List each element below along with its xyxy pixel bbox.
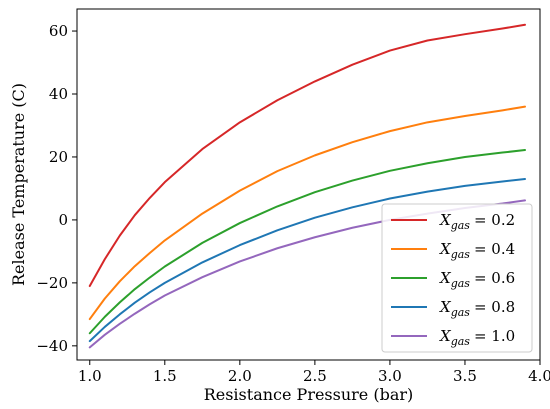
y-tick-label: −20 [36,274,68,292]
series-line-2 [88,105,526,321]
series-line-3 [88,149,526,335]
plot-frame [76,8,541,361]
series-line-1 [88,23,526,288]
y-tick-label: 60 [49,22,68,40]
legend-label-2: Xgas = 0.4 [439,240,515,261]
legend-box [381,203,533,353]
legend-label-5: Xgas = 1.0 [439,327,515,348]
y-axis: −40 −20 0 20 40 60 [36,22,77,355]
legend-label-1: Xgas = 0.2 [439,211,515,232]
legend: Xgas = 0.2 Xgas = 0.4 Xgas = 0.6 Xgas = 0.8 Xgas… [381,203,533,353]
x-tick-label: 2.0 [228,367,252,385]
x-tick-label: 1.0 [78,367,102,385]
x-tick-label: 1.5 [153,367,177,385]
y-tick-label: 40 [49,85,68,103]
x-tick-label: 2.5 [303,367,327,385]
y-tick-label: 0 [58,211,68,229]
y-tick-label: −40 [36,337,68,355]
x-tick-label: 4.0 [528,367,550,385]
legend-label-4: Xgas = 0.8 [439,298,515,319]
x-tick-label: 3.0 [378,367,402,385]
series-line-4 [88,177,526,343]
x-tick-label: 3.5 [453,367,477,385]
y-axis-label: Release Temperature (C) [9,83,28,286]
y-tick-label: 20 [49,148,68,166]
x-axis-label: Resistance Pressure (bar) [204,385,414,404]
x-axis: 1.0 1.5 2.0 2.5 3.0 3.5 4.0 [78,360,550,385]
legend-label-3: Xgas = 0.6 [439,269,515,290]
series-layer [88,23,526,349]
